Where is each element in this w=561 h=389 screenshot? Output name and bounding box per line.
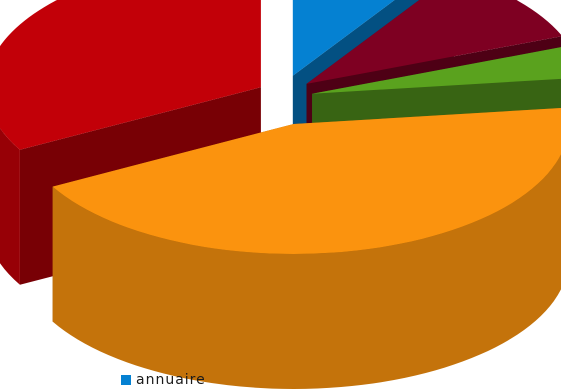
slice-0-top: [292, 0, 395, 76]
slice-3: [52, 108, 561, 389]
slice-4-top: [0, 0, 261, 150]
legend: annuaire: [121, 371, 206, 389]
slice-1-top: [306, 0, 561, 84]
slice-2-top: [312, 47, 561, 94]
legend-swatch-annuaire: [121, 375, 131, 385]
legend-label-annuaire: annuaire: [136, 372, 206, 388]
slice-4-side-0: [0, 128, 20, 285]
slice-3-side-0: [52, 154, 561, 389]
slice-3-top: [52, 108, 561, 254]
